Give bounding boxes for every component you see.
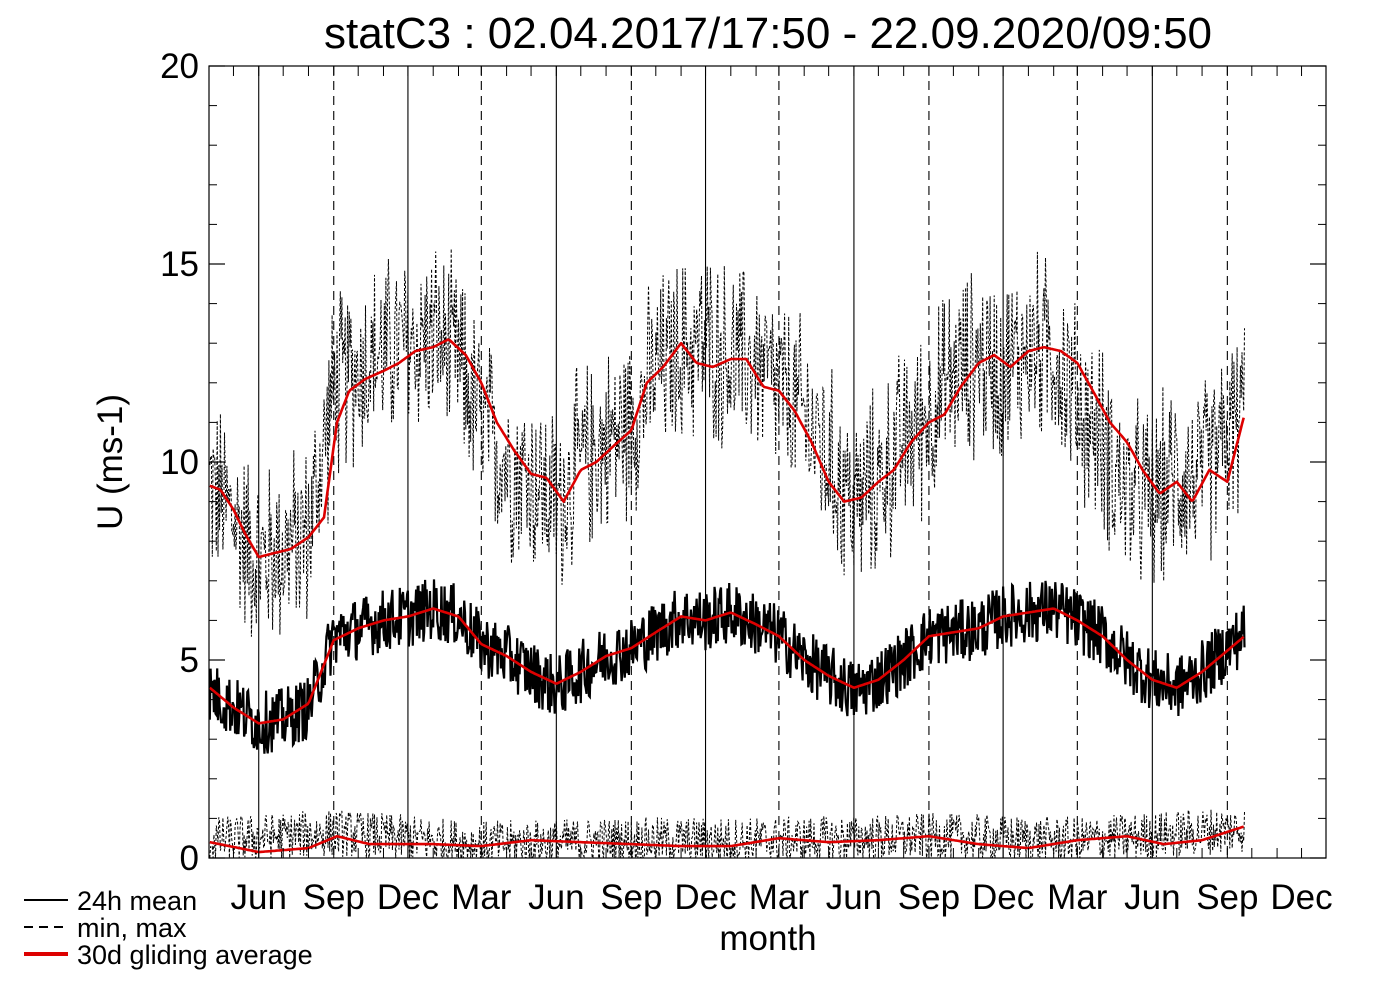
y-axis: 0 5 10 15 20: [160, 47, 1326, 878]
x-tick-label: Dec: [972, 878, 1034, 917]
x-tick-label: Jun: [826, 878, 882, 917]
x-tick-label: Dec: [377, 878, 439, 917]
x-tick-label: Dec: [674, 878, 736, 917]
x-tick-label: Mar: [749, 878, 810, 917]
series-24h-mean-line: [209, 579, 1246, 754]
x-tick-label: Sep: [898, 878, 960, 917]
series-30d-mean-line: [209, 607, 1245, 725]
y-tick-label: 10: [160, 443, 199, 482]
x-tick-label: Jun: [231, 878, 287, 917]
chart-title: statC3 : 02.04.2017/17:50 - 22.09.2020/0…: [324, 9, 1212, 58]
x-tick-label: Mar: [1047, 878, 1108, 917]
y-tick-label: 15: [160, 245, 199, 284]
series-max-line: [209, 248, 1245, 637]
y-tick-label: 5: [180, 641, 199, 680]
x-tick-label: Sep: [600, 878, 662, 917]
series-min-line: [209, 809, 1245, 858]
x-axis-label: month: [719, 919, 816, 958]
series-30d-max-line: [209, 338, 1245, 559]
legend-label: 30d gliding average: [77, 940, 313, 970]
x-tick-label: Mar: [451, 878, 512, 917]
x-tick-label: Sep: [1196, 878, 1258, 917]
series-layer: [209, 248, 1246, 858]
x-tick-label: Sep: [303, 878, 365, 917]
legend-label: 24h mean: [77, 886, 197, 916]
y-axis-label: U (ms-1): [91, 394, 130, 530]
series-30d-min-line: [209, 825, 1245, 854]
month-gridlines: [258, 66, 1228, 858]
y-tick-label: 0: [180, 839, 199, 878]
x-tick-label: Jun: [1124, 878, 1180, 917]
y-tick-label: 20: [160, 47, 199, 86]
legend-label: min, max: [77, 913, 187, 943]
x-tick-label: Jun: [528, 878, 584, 917]
x-axis: Jun Sep Dec Mar Jun Sep Dec Mar Jun Sep Dec Mar Jun S…: [231, 66, 1333, 917]
x-tick-label: Dec: [1270, 878, 1332, 917]
